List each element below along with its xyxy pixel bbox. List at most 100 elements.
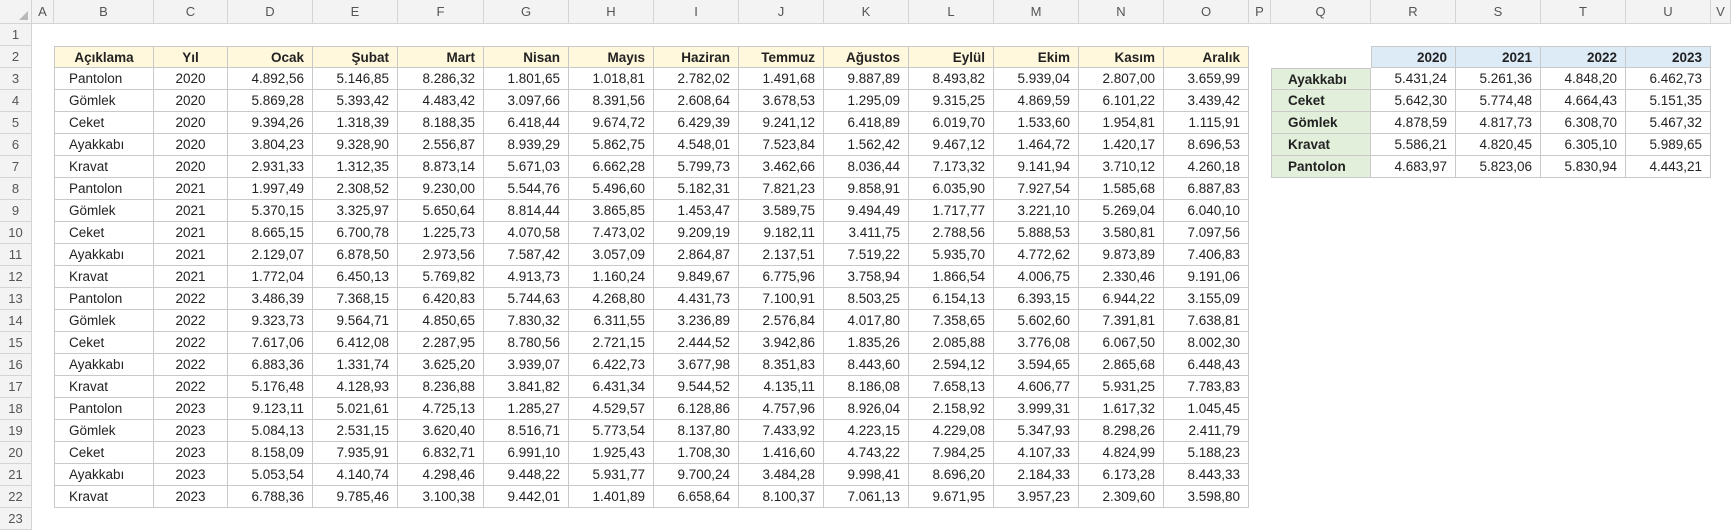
main-table-cell[interactable]: 5.176,48 bbox=[228, 376, 313, 398]
main-table-cell[interactable]: 4.869,59 bbox=[994, 90, 1079, 112]
column-header-P[interactable]: P bbox=[1249, 0, 1271, 24]
main-table-cell[interactable]: 4.529,57 bbox=[569, 398, 654, 420]
main-table-cell[interactable]: 5.799,73 bbox=[654, 156, 739, 178]
main-table-cell[interactable]: 4.725,13 bbox=[398, 398, 484, 420]
row-header-8[interactable]: 8 bbox=[0, 178, 32, 200]
column-header-R[interactable]: R bbox=[1371, 0, 1456, 24]
main-table-cell[interactable]: 1.801,65 bbox=[484, 68, 569, 90]
main-table-cell[interactable]: 6.775,96 bbox=[739, 266, 824, 288]
main-table-cell[interactable]: 5.370,15 bbox=[228, 200, 313, 222]
main-table-cell[interactable]: 3.598,80 bbox=[1164, 486, 1249, 508]
main-table-cell[interactable]: 2.287,95 bbox=[398, 332, 484, 354]
main-table-cell[interactable]: 4.743,22 bbox=[824, 442, 909, 464]
main-table-cell[interactable]: 6.019,70 bbox=[909, 112, 994, 134]
main-table-cell[interactable]: 9.873,89 bbox=[1079, 244, 1164, 266]
main-table-cell[interactable]: Ayakkabı bbox=[54, 134, 154, 156]
column-header-D[interactable]: D bbox=[228, 0, 313, 24]
pivot-value-cell[interactable]: 5.830,94 bbox=[1541, 156, 1626, 178]
row-header-13[interactable]: 13 bbox=[0, 288, 32, 310]
main-table-cell[interactable]: 4.548,01 bbox=[654, 134, 739, 156]
main-table-cell[interactable]: 1.491,68 bbox=[739, 68, 824, 90]
main-table-header-cell[interactable]: Açıklama bbox=[54, 46, 154, 68]
main-table-cell[interactable]: 1.045,45 bbox=[1164, 398, 1249, 420]
main-table-cell[interactable]: 2.444,52 bbox=[654, 332, 739, 354]
main-table-cell[interactable]: 6.311,55 bbox=[569, 310, 654, 332]
main-table-cell[interactable]: 5.671,03 bbox=[484, 156, 569, 178]
column-header-L[interactable]: L bbox=[909, 0, 994, 24]
main-table-cell[interactable]: 6.883,36 bbox=[228, 354, 313, 376]
main-table-cell[interactable]: Gömlek bbox=[54, 200, 154, 222]
main-table-cell[interactable]: 7.391,81 bbox=[1079, 310, 1164, 332]
main-table-cell[interactable]: 7.097,56 bbox=[1164, 222, 1249, 244]
pivot-row-label[interactable]: Ceket bbox=[1271, 90, 1371, 112]
main-table-cell[interactable]: 5.602,60 bbox=[994, 310, 1079, 332]
main-table-cell[interactable]: 2023 bbox=[154, 464, 228, 486]
main-table-cell[interactable]: 2021 bbox=[154, 200, 228, 222]
main-table-cell[interactable]: 8.286,32 bbox=[398, 68, 484, 90]
main-table-cell[interactable]: 9.328,90 bbox=[313, 134, 398, 156]
main-table-cell[interactable]: 5.053,54 bbox=[228, 464, 313, 486]
main-table-cell[interactable]: 1.453,47 bbox=[654, 200, 739, 222]
main-table-cell[interactable]: 7.519,22 bbox=[824, 244, 909, 266]
pivot-value-cell[interactable]: 4.817,73 bbox=[1456, 112, 1541, 134]
main-table-cell[interactable]: 5.862,75 bbox=[569, 134, 654, 156]
main-table-cell[interactable]: 9.230,00 bbox=[398, 178, 484, 200]
main-table-cell[interactable]: 9.323,73 bbox=[228, 310, 313, 332]
main-table-cell[interactable]: 8.186,08 bbox=[824, 376, 909, 398]
main-table-cell[interactable]: 7.830,32 bbox=[484, 310, 569, 332]
row-header-22[interactable]: 22 bbox=[0, 486, 32, 508]
main-table-cell[interactable]: 4.140,74 bbox=[313, 464, 398, 486]
column-header-I[interactable]: I bbox=[654, 0, 739, 24]
row-header-18[interactable]: 18 bbox=[0, 398, 32, 420]
main-table-cell[interactable]: 8.391,56 bbox=[569, 90, 654, 112]
main-table-cell[interactable]: 6.420,83 bbox=[398, 288, 484, 310]
main-table-cell[interactable]: 2.594,12 bbox=[909, 354, 994, 376]
main-table-cell[interactable]: 6.393,15 bbox=[994, 288, 1079, 310]
main-table-cell[interactable]: 1.708,30 bbox=[654, 442, 739, 464]
main-table-cell[interactable]: 4.431,73 bbox=[654, 288, 739, 310]
main-table-cell[interactable]: 3.939,07 bbox=[484, 354, 569, 376]
main-table-cell[interactable]: 4.135,11 bbox=[739, 376, 824, 398]
main-table-cell[interactable]: 7.658,13 bbox=[909, 376, 994, 398]
column-header-T[interactable]: T bbox=[1541, 0, 1626, 24]
row-header-7[interactable]: 7 bbox=[0, 156, 32, 178]
main-table-cell[interactable]: 8.188,35 bbox=[398, 112, 484, 134]
main-table-cell[interactable]: 5.650,64 bbox=[398, 200, 484, 222]
main-table-cell[interactable]: 6.878,50 bbox=[313, 244, 398, 266]
main-table-cell[interactable]: 2.807,00 bbox=[1079, 68, 1164, 90]
pivot-value-cell[interactable]: 5.261,36 bbox=[1456, 68, 1541, 90]
main-table-cell[interactable]: 4.913,73 bbox=[484, 266, 569, 288]
pivot-value-cell[interactable]: 5.823,06 bbox=[1456, 156, 1541, 178]
main-table-cell[interactable]: 4.824,99 bbox=[1079, 442, 1164, 464]
row-header-2[interactable]: 2 bbox=[0, 46, 32, 68]
main-table-cell[interactable]: 3.841,82 bbox=[484, 376, 569, 398]
main-table-cell[interactable]: 4.070,58 bbox=[484, 222, 569, 244]
main-table-cell[interactable]: 6.658,64 bbox=[654, 486, 739, 508]
main-table-cell[interactable]: 1.401,89 bbox=[569, 486, 654, 508]
row-header-6[interactable]: 6 bbox=[0, 134, 32, 156]
main-table-cell[interactable]: Ceket bbox=[54, 332, 154, 354]
main-table-cell[interactable]: 6.040,10 bbox=[1164, 200, 1249, 222]
main-table-cell[interactable]: 9.858,91 bbox=[824, 178, 909, 200]
main-table-cell[interactable]: 3.589,75 bbox=[739, 200, 824, 222]
main-table-cell[interactable]: 6.154,13 bbox=[909, 288, 994, 310]
main-table-cell[interactable]: 6.422,73 bbox=[569, 354, 654, 376]
main-table-header-cell[interactable]: Kasım bbox=[1079, 46, 1164, 68]
main-table-cell[interactable]: 5.931,77 bbox=[569, 464, 654, 486]
main-table-cell[interactable]: 7.783,83 bbox=[1164, 376, 1249, 398]
main-table-header-cell[interactable]: Yıl bbox=[154, 46, 228, 68]
main-table-cell[interactable]: 5.769,82 bbox=[398, 266, 484, 288]
main-table-cell[interactable]: 8.036,44 bbox=[824, 156, 909, 178]
main-table-cell[interactable]: 8.100,37 bbox=[739, 486, 824, 508]
main-table-cell[interactable]: 3.057,09 bbox=[569, 244, 654, 266]
main-table-header-cell[interactable]: Mart bbox=[398, 46, 484, 68]
main-table-cell[interactable]: 1.835,26 bbox=[824, 332, 909, 354]
pivot-value-cell[interactable]: 5.431,24 bbox=[1371, 68, 1456, 90]
pivot-value-cell[interactable]: 5.467,32 bbox=[1626, 112, 1711, 134]
main-table-cell[interactable]: 6.788,36 bbox=[228, 486, 313, 508]
main-table-cell[interactable]: 3.155,09 bbox=[1164, 288, 1249, 310]
main-table-cell[interactable]: 7.984,25 bbox=[909, 442, 994, 464]
row-header-19[interactable]: 19 bbox=[0, 420, 32, 442]
main-table-cell[interactable]: 2021 bbox=[154, 222, 228, 244]
main-table-cell[interactable]: 2.782,02 bbox=[654, 68, 739, 90]
